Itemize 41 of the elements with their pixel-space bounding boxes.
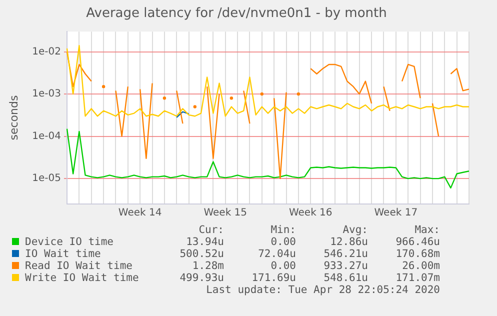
point (296, 92, 300, 96)
text: 12.86u (329, 236, 368, 248)
text: 548.61u (322, 272, 368, 284)
y-tick-label: 1e-02 (32, 46, 61, 58)
text: Cur: (198, 224, 224, 236)
text: 500.52u (178, 248, 224, 260)
text: 499.93u (178, 272, 224, 284)
point (230, 96, 234, 100)
text: Last update: Tue Apr 28 22:05:24 2020 (205, 284, 440, 296)
legend-label: Device IO time (24, 236, 115, 248)
point (193, 105, 197, 108)
point (162, 96, 166, 100)
y-tick-label: 1e-04 (32, 130, 61, 142)
point (260, 92, 264, 96)
legend-label: Read IO Wait time (24, 260, 134, 272)
x-tick-label: Week 15 (204, 208, 248, 219)
point (102, 84, 106, 88)
text: 171.69u (250, 272, 296, 284)
text: 966.46u (394, 236, 440, 248)
text: 0.00 (270, 260, 296, 272)
text: 171.07m (394, 272, 440, 284)
x-tick-label: Week 17 (374, 208, 418, 219)
x-tick-label: Week 14 (118, 208, 162, 219)
text: 933.27u (322, 260, 368, 272)
text: Avg: (342, 224, 368, 236)
legend-label: IO Wait time (24, 248, 102, 260)
y-tick-label: 1e-05 (32, 173, 61, 184)
x-tick-label: Week 16 (288, 208, 332, 219)
text: 546.21u (322, 248, 368, 260)
text: 13.94u (185, 236, 224, 248)
text: 0.00 (270, 236, 296, 248)
text: 1.28m (191, 260, 224, 272)
text: 72.04u (257, 248, 296, 260)
text: Min: (270, 224, 296, 236)
y-axis-title: seconds (7, 95, 20, 140)
legend-label: Write IO Wait time (24, 272, 140, 284)
text: Max: (414, 224, 440, 236)
y-tick-label: 1e-03 (32, 88, 61, 100)
text: 170.68m (394, 248, 440, 260)
chart-title: Average latency for /dev/nvme0n1 - by month (86, 6, 387, 22)
text: 26.00m (401, 260, 440, 272)
